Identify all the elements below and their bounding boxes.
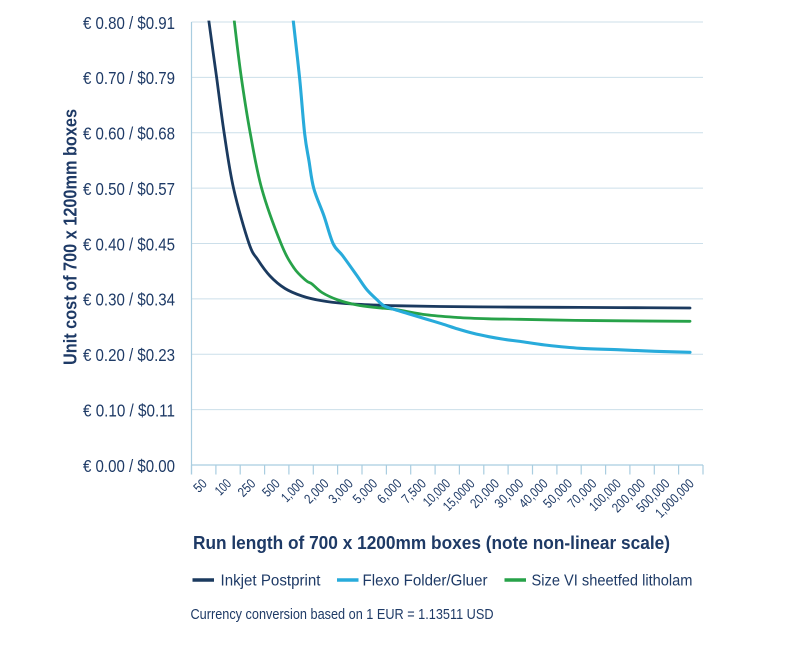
- svg-text:€ 0.80 / $0.91: € 0.80 / $0.91: [83, 13, 175, 33]
- svg-text:€ 0.40 / $0.45: € 0.40 / $0.45: [83, 234, 175, 254]
- svg-text:Flexo Folder/Gluer: Flexo Folder/Gluer: [363, 573, 488, 590]
- svg-text:€ 0.00 / $0.00: € 0.00 / $0.00: [83, 456, 175, 476]
- svg-text:€ 0.60 / $0.68: € 0.60 / $0.68: [83, 124, 175, 144]
- svg-text:€ 0.20 / $0.23: € 0.20 / $0.23: [83, 345, 175, 365]
- svg-text:Inkjet Postprint: Inkjet Postprint: [221, 573, 322, 590]
- svg-text:Currency conversion based on 1: Currency conversion based on 1 EUR = 1.1…: [191, 606, 494, 623]
- svg-text:€ 0.30 / $0.34: € 0.30 / $0.34: [83, 290, 175, 310]
- svg-text:Size VI sheetfed litholam: Size VI sheetfed litholam: [532, 573, 693, 590]
- svg-text:€ 0.70 / $0.79: € 0.70 / $0.79: [83, 68, 175, 88]
- svg-text:Run length of 700 x 1200mm box: Run length of 700 x 1200mm boxes (note n…: [193, 532, 670, 553]
- svg-text:€ 0.50 / $0.57: € 0.50 / $0.57: [83, 179, 175, 199]
- svg-text:€ 0.10 / $0.11: € 0.10 / $0.11: [83, 400, 175, 420]
- svg-text:Unit cost of 700 x 1200mm boxe: Unit cost of 700 x 1200mm boxes: [61, 109, 81, 365]
